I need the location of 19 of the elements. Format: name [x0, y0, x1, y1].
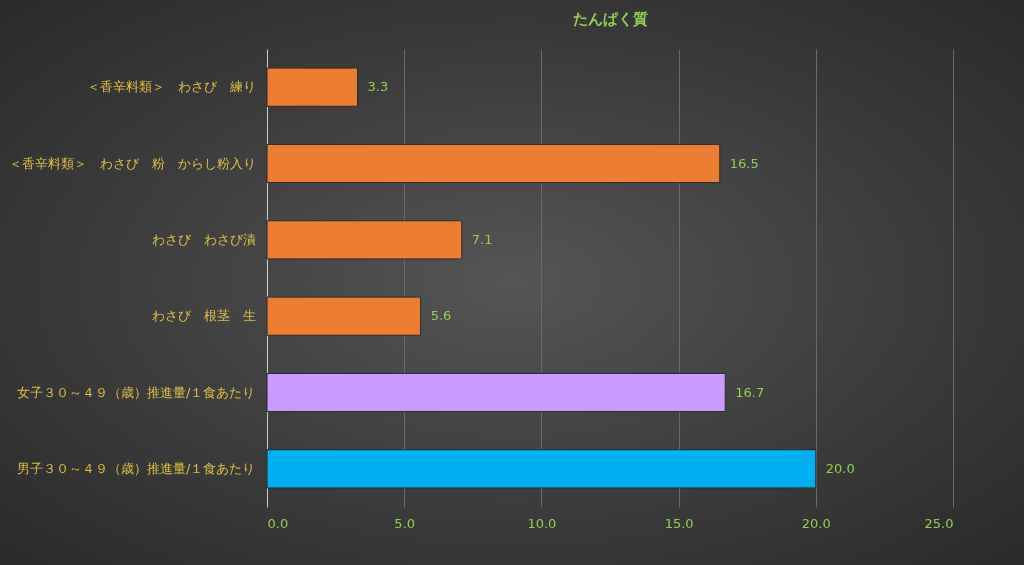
y-tick-label: わさび 根茎 生 [151, 308, 256, 324]
data-label: 20.0 [825, 460, 855, 476]
y-tick-label: ＜香辛料類＞ わさび 粉 からし粉入り [8, 155, 256, 171]
y-tick-label: ＜香辛料類＞ わさび 練り [86, 79, 256, 95]
y-tick-label: 女子３０～４９（歳）推進量/１食あたり [17, 384, 256, 400]
x-tick-label: 15.0 [664, 515, 694, 531]
x-tick-label: 20.0 [801, 515, 831, 531]
x-tick-label: 10.0 [527, 515, 557, 531]
data-label: 5.6 [430, 308, 452, 324]
y-tick-label: 男子３０～４９（歳）推進量/１食あたり [17, 460, 256, 476]
y-tick-label: わさび わさび漬 [151, 231, 256, 247]
data-label: 16.5 [729, 155, 759, 171]
x-tick-label: 5.0 [394, 515, 416, 531]
data-label: 16.7 [735, 384, 765, 400]
x-tick-label: 25.0 [924, 515, 954, 531]
chart-title: たんぱく質 [572, 10, 648, 28]
x-tick-label: 0.0 [267, 515, 289, 531]
data-label: 7.1 [471, 231, 493, 247]
data-label: 3.3 [367, 79, 389, 95]
